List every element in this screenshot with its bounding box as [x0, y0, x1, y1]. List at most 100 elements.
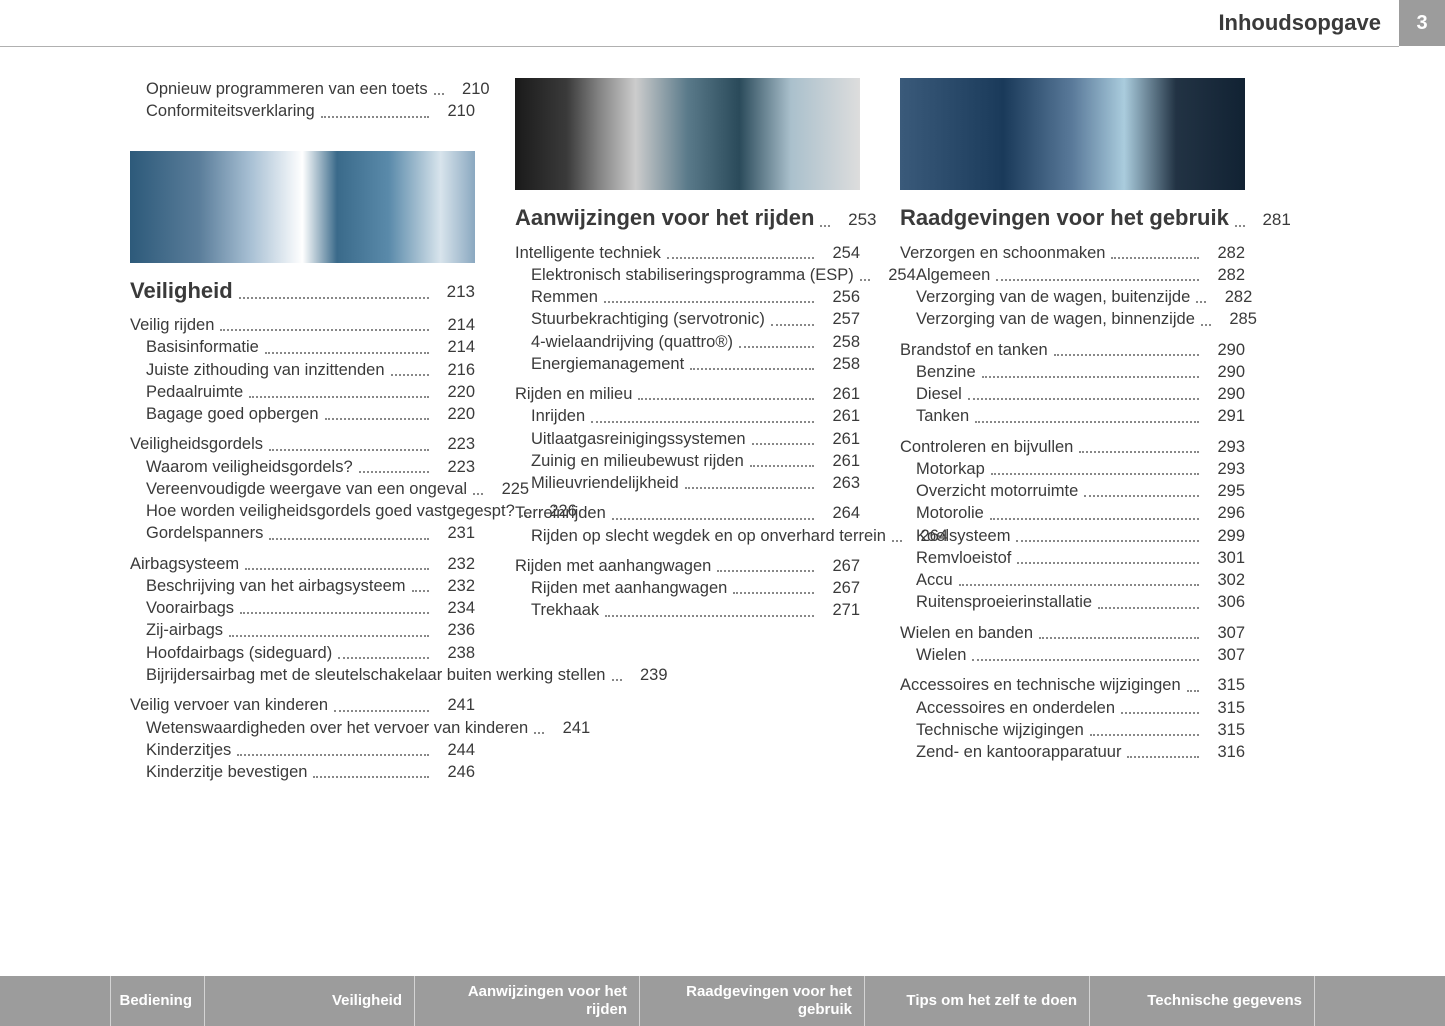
toc-subentry: Motorolie 296: [900, 502, 1245, 524]
toc-label: Verzorging van de wagen, buitenzijde: [916, 286, 1190, 308]
toc-subentry: Technische wijzigingen315: [900, 719, 1245, 741]
page-ref: 258: [820, 331, 860, 353]
leader-dots: [245, 568, 429, 570]
toc-subentry: Bijrijdersairbag met de sleutelschakelaa…: [130, 664, 475, 686]
toc-subentry: Bagage goed opbergen220: [130, 403, 475, 425]
page-ref: 293: [1205, 436, 1245, 458]
toc-label: Accu: [916, 569, 953, 591]
toc-subentry: Kinderzitjes244: [130, 739, 475, 761]
leader-dots: [750, 465, 814, 467]
leader-dots: [473, 493, 483, 495]
page-ref: 261: [820, 405, 860, 427]
page-ref: 290: [1205, 383, 1245, 405]
page-ref: 231: [435, 522, 475, 544]
leader-dots: [313, 776, 429, 778]
leader-dots: [771, 324, 814, 326]
toc-label: Rijden op slecht wegdek en op onverhard …: [531, 525, 886, 547]
toc-label: Algemeen: [916, 264, 990, 286]
toc-column-3: Raadgevingen voor het gebruik 281 Verzor…: [900, 78, 1245, 783]
leader-dots: [240, 612, 429, 614]
footer-tab[interactable]: Veiligheid: [205, 976, 415, 1026]
toc-subentry: Gordelspanners231: [130, 522, 475, 544]
chapter-heading: Raadgevingen voor het gebruik 281: [900, 204, 1245, 232]
toc-label: Opnieuw programmeren van een toets: [146, 78, 428, 100]
toc-label: Voorairbags: [146, 597, 234, 619]
leader-dots: [982, 376, 1199, 378]
leader-dots: [990, 518, 1199, 520]
toc-label: Vereenvoudigde weergave van een ongeval: [146, 478, 467, 500]
leader-dots: [321, 116, 429, 118]
page-ref: 234: [435, 597, 475, 619]
leader-dots: [359, 471, 429, 473]
page-ref: 246: [435, 761, 475, 783]
leader-dots: [237, 754, 429, 756]
leader-dots: [733, 592, 814, 594]
toc-label: Terreinrijden: [515, 502, 606, 524]
toc-label: Brandstof en tanken: [900, 339, 1048, 361]
toc-section: Airbagsysteem232: [130, 553, 475, 575]
page-ref: 282: [1205, 242, 1245, 264]
toc-subentry: Remvloeistof301: [900, 547, 1245, 569]
page-number: 3: [1399, 0, 1445, 46]
footer-tab[interactable]: Aanwijzingen voor hetrijden: [415, 976, 640, 1026]
leader-dots: [1016, 540, 1199, 542]
leader-dots: [1017, 562, 1199, 564]
page-ref: 306: [1205, 591, 1245, 613]
toc-section: Veiligheidsgordels223: [130, 433, 475, 455]
page-ref: 302: [1205, 569, 1245, 591]
toc-label: 4-wielaandrijving (quattro®): [531, 331, 733, 353]
toc-label: Wielen en banden: [900, 622, 1033, 644]
leader-dots: [334, 710, 429, 712]
toc-subentry: Hoe worden veiligheidsgordels goed vastg…: [130, 500, 475, 522]
toc-subentry: Benzine290: [900, 361, 1245, 383]
toc-label: Trekhaak: [531, 599, 599, 621]
leader-dots: [638, 398, 814, 400]
page-header-title: Inhoudsopgave: [1218, 10, 1399, 36]
toc-section: Accessoires en technische wijzigingen315: [900, 674, 1245, 696]
leader-dots: [1187, 690, 1199, 692]
toc-subentry: Stuurbekrachtiging (servotronic)257: [515, 308, 860, 330]
page-ref: 315: [1205, 697, 1245, 719]
toc-label: Rijden en milieu: [515, 383, 632, 405]
page-ref: 261: [820, 383, 860, 405]
chapter-title: Raadgevingen voor het gebruik: [900, 204, 1229, 232]
toc-subentry: Verzorging van de wagen, buitenzijde282: [900, 286, 1245, 308]
leader-dots: [412, 590, 429, 592]
page-ref: 238: [435, 642, 475, 664]
page-ref: 290: [1205, 361, 1245, 383]
page-ref: 210: [435, 100, 475, 122]
footer-tab[interactable]: Technische gegevens: [1090, 976, 1315, 1026]
leader-dots: [269, 449, 429, 451]
toc-subentry: Motorkap293: [900, 458, 1245, 480]
toc-label: Hoofdairbags (sideguard): [146, 642, 332, 664]
chapter-thumbnail: [900, 78, 1245, 190]
toc-label: Accessoires en onderdelen: [916, 697, 1115, 719]
toc-section: Wielen en banden 307: [900, 622, 1245, 644]
page-ref: 296: [1205, 502, 1245, 524]
leader-dots: [1127, 756, 1199, 758]
toc-label: Pedaalruimte: [146, 381, 243, 403]
page-ref: 220: [435, 381, 475, 403]
leader-dots: [220, 329, 429, 331]
toc-section: Verzorgen en schoonmaken282: [900, 242, 1245, 264]
page-ref: 307: [1205, 622, 1245, 644]
page-ref: 290: [1205, 339, 1245, 361]
toc-label: Motorolie: [916, 502, 984, 524]
page-ref: 267: [820, 555, 860, 577]
toc-subentry: Inrijden261: [515, 405, 860, 427]
toc-subentry: Beschrijving van het airbagsysteem232: [130, 575, 475, 597]
toc-subentry: Zuinig en milieubewust rijden261: [515, 450, 860, 472]
leader-dots: [265, 352, 429, 354]
leader-dots: [391, 374, 430, 376]
footer-tab[interactable]: Raadgevingen voor hetgebruik: [640, 976, 865, 1026]
toc-label: Waarom veiligheidsgordels?: [146, 456, 353, 478]
toc-section: Terreinrijden264: [515, 502, 860, 524]
toc-subentry: Voorairbags 234: [130, 597, 475, 619]
footer-tab[interactable]: Bediening: [110, 976, 205, 1026]
leader-dots: [1098, 607, 1199, 609]
toc-subentry: Ruitensproeierinstallatie306: [900, 591, 1245, 613]
footer-tab[interactable]: Tips om het zelf te doen: [865, 976, 1090, 1026]
toc-label: Rijden met aanhangwagen: [531, 577, 727, 599]
leader-dots: [972, 659, 1199, 661]
toc-label: Zuinig en milieubewust rijden: [531, 450, 744, 472]
